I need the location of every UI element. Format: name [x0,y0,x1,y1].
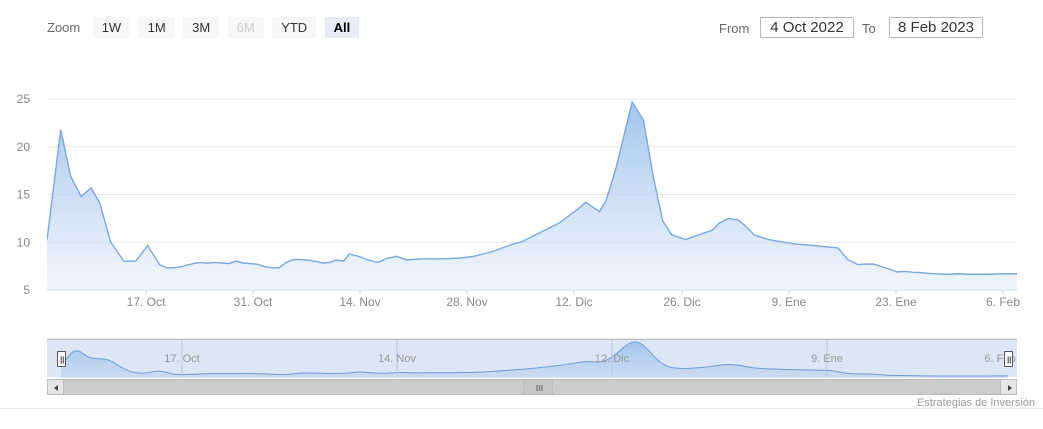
svg-text:9. Ene: 9. Ene [811,353,843,365]
svg-text:12. Dic: 12. Dic [595,353,630,365]
svg-text:17. Oct: 17. Oct [164,353,199,365]
svg-text:14. Nov: 14. Nov [378,353,416,365]
